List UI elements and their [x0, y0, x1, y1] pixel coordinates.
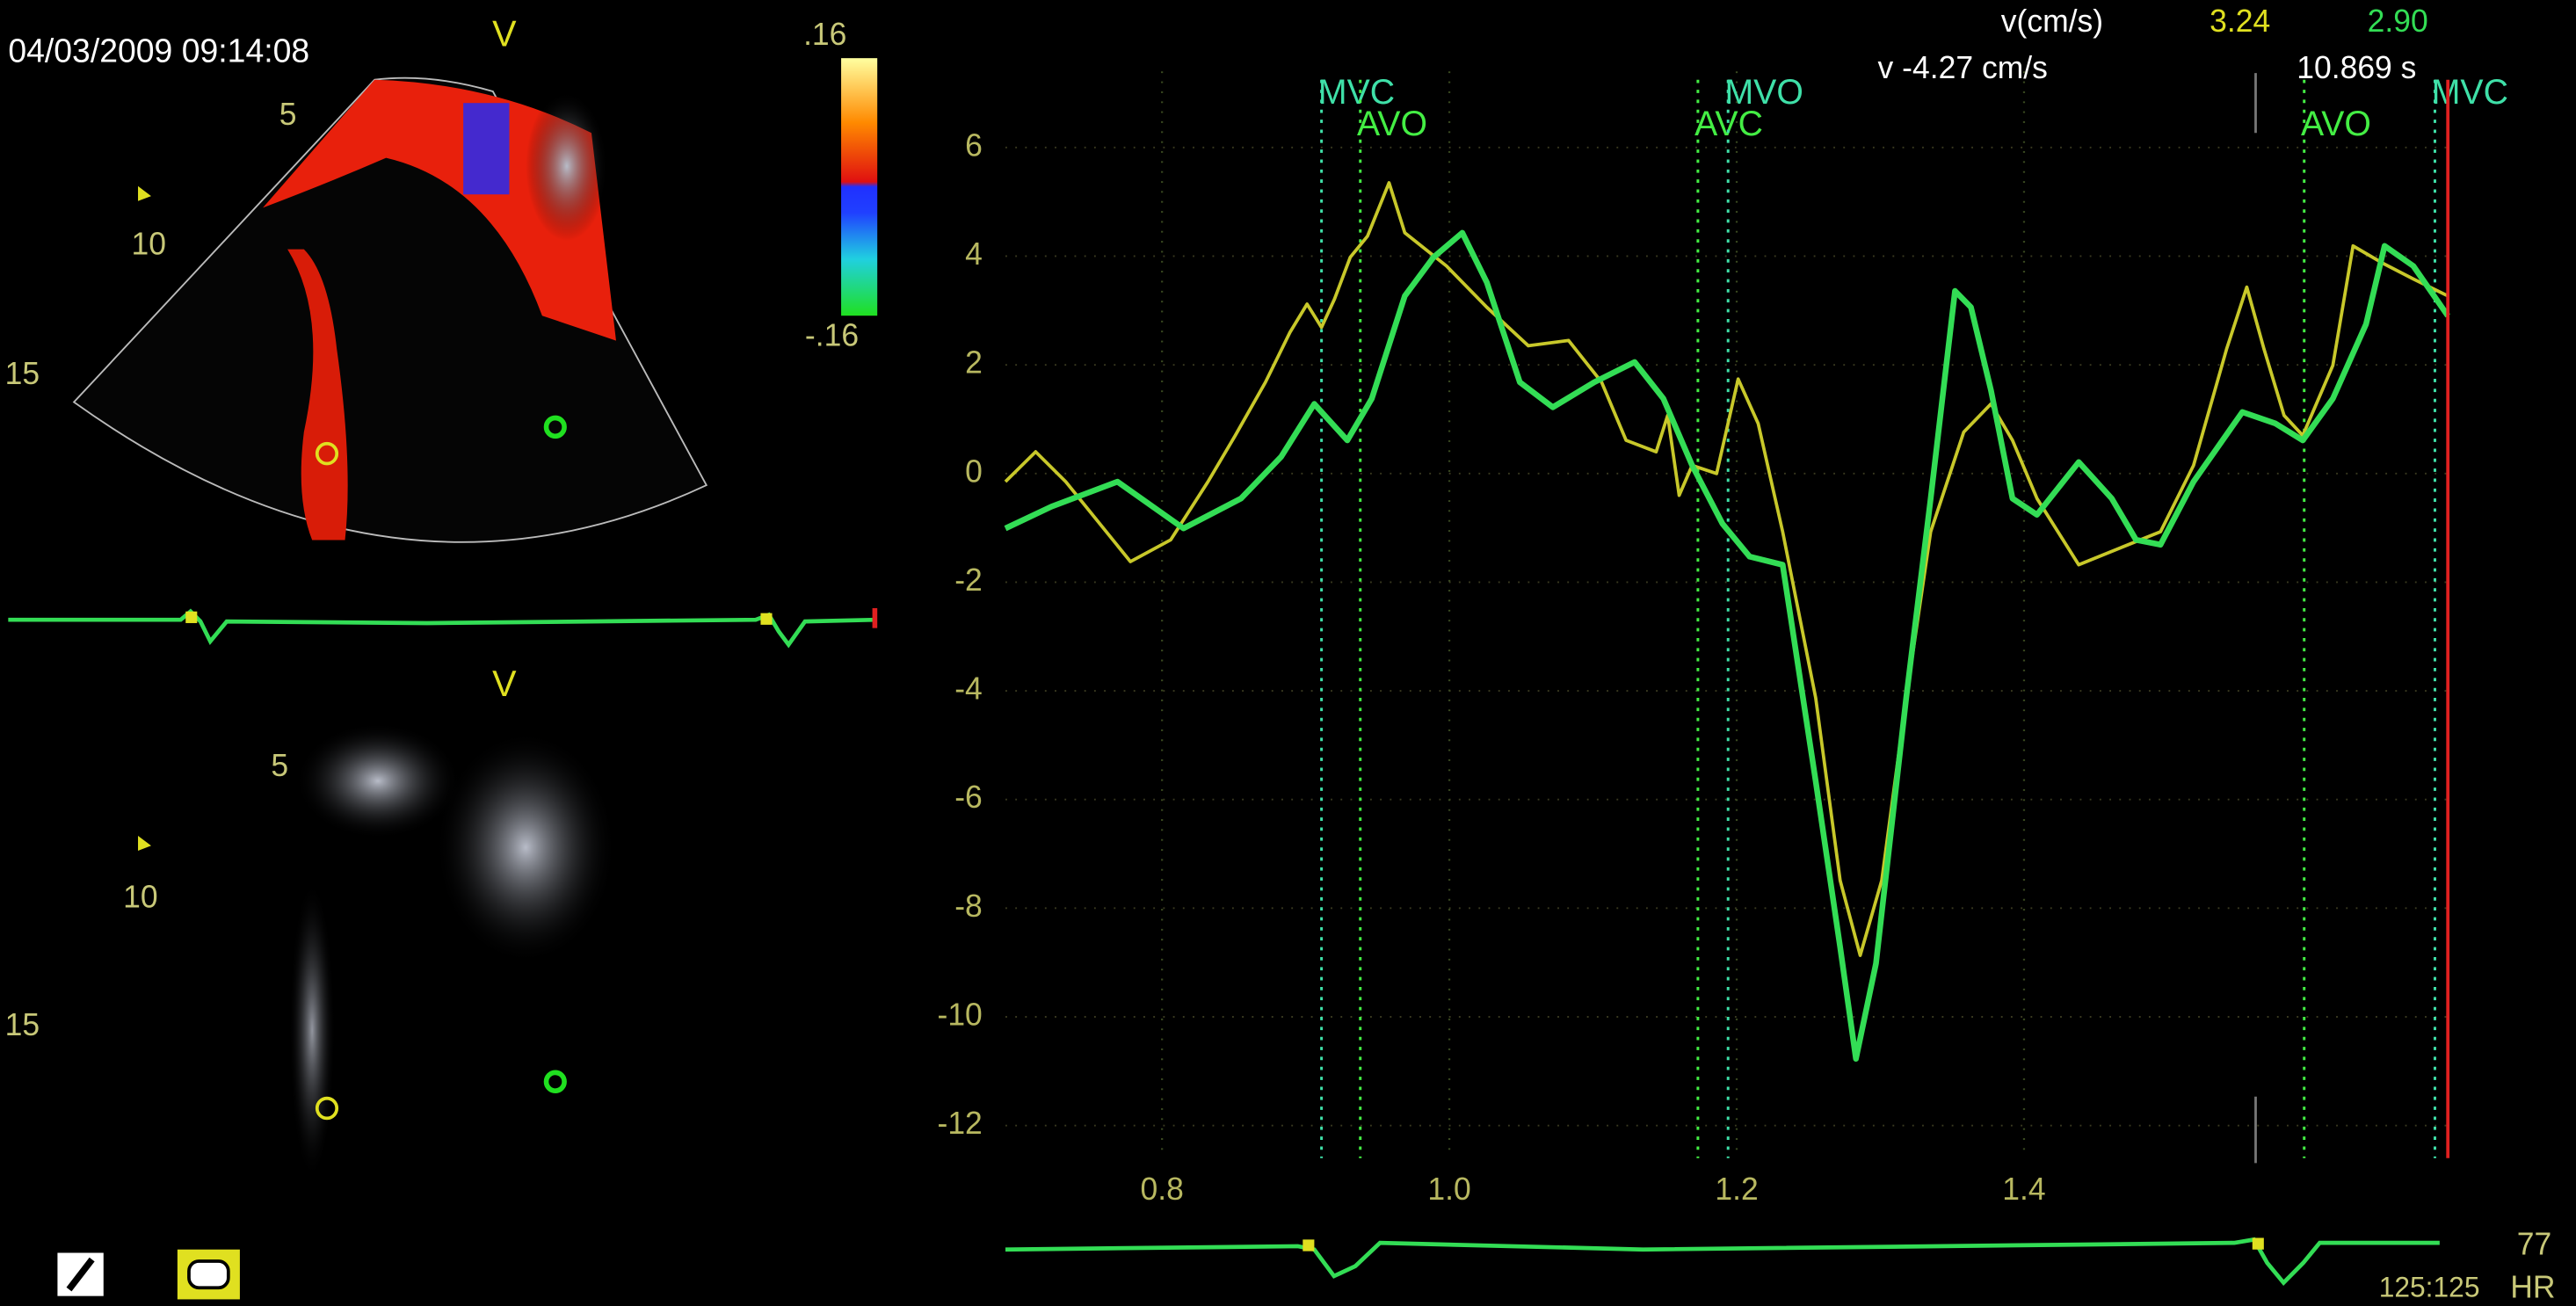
timestamp: 04/03/2009 09:14:08	[8, 32, 309, 69]
ecg-trace	[1005, 1237, 2440, 1287]
marker	[1303, 1239, 1315, 1252]
y-tick-label: -2	[954, 562, 983, 598]
marker	[543, 1070, 567, 1094]
view-label: V	[492, 664, 517, 704]
readout-value: 3.24	[2210, 4, 2270, 39]
depth-label: 5	[279, 97, 297, 132]
marker	[760, 613, 773, 625]
depth-label: 10	[123, 879, 157, 914]
event-label: AVO	[1357, 105, 1427, 143]
tissue	[288, 881, 336, 1180]
marker	[872, 607, 878, 628]
x-tick-label: 1.4	[2002, 1172, 2045, 1207]
depth-label: 15	[5, 1007, 40, 1042]
hr-label: HR	[2510, 1269, 2555, 1304]
readout-label: v(cm/s)	[2001, 4, 2103, 39]
depth-label: 5	[271, 748, 288, 783]
event-label: MVC	[2432, 73, 2508, 112]
marker	[315, 1096, 339, 1121]
y-tick-label: 2	[965, 345, 983, 380]
frame-counter: 125:125	[2379, 1271, 2480, 1302]
x-tick-label: 1.2	[1715, 1172, 1758, 1207]
marker	[185, 611, 198, 623]
depth-label: 10	[132, 226, 166, 261]
heart-rate: 77	[2517, 1226, 2551, 1261]
event-label: AVO	[2301, 105, 2371, 143]
y-tick-label: -8	[954, 889, 983, 924]
color-scale-max: .16	[803, 17, 846, 52]
x-tick-label: 1.0	[1427, 1172, 1470, 1207]
tissue	[295, 722, 461, 839]
color-scale-min: -.16	[805, 317, 859, 352]
event-label: MVO	[1724, 73, 1803, 112]
y-tick-label: 6	[965, 127, 983, 163]
series-line	[1004, 181, 2449, 957]
x-tick-label: 0.8	[1140, 1172, 1183, 1207]
y-tick-label: -4	[954, 671, 983, 706]
depth-label: 15	[5, 356, 40, 391]
tissue	[435, 730, 616, 964]
y-tick-label: -12	[938, 1106, 983, 1141]
marker	[315, 441, 339, 466]
tissue	[526, 91, 608, 242]
cursor-time: 10.869 s	[2297, 50, 2416, 85]
y-tick-label: -6	[954, 780, 983, 815]
y-tick-label: 0	[965, 453, 983, 489]
color-doppler	[463, 103, 510, 195]
marker	[543, 415, 567, 439]
pencil-icon	[66, 1257, 95, 1292]
roi-icon	[187, 1259, 230, 1290]
y-tick-label: -10	[938, 997, 983, 1032]
series-line	[1004, 229, 2450, 1062]
color-doppler	[287, 249, 348, 541]
y-tick-label: 4	[965, 236, 983, 272]
marker	[138, 835, 151, 851]
color-bar	[841, 58, 878, 316]
marker	[138, 185, 151, 201]
cursor-value: v -4.27 cm/s	[1878, 50, 2048, 85]
view-label: V	[492, 13, 517, 54]
readout-value: 2.90	[2368, 4, 2428, 39]
event-label: MVC	[1318, 73, 1395, 112]
marker	[2252, 1237, 2264, 1250]
